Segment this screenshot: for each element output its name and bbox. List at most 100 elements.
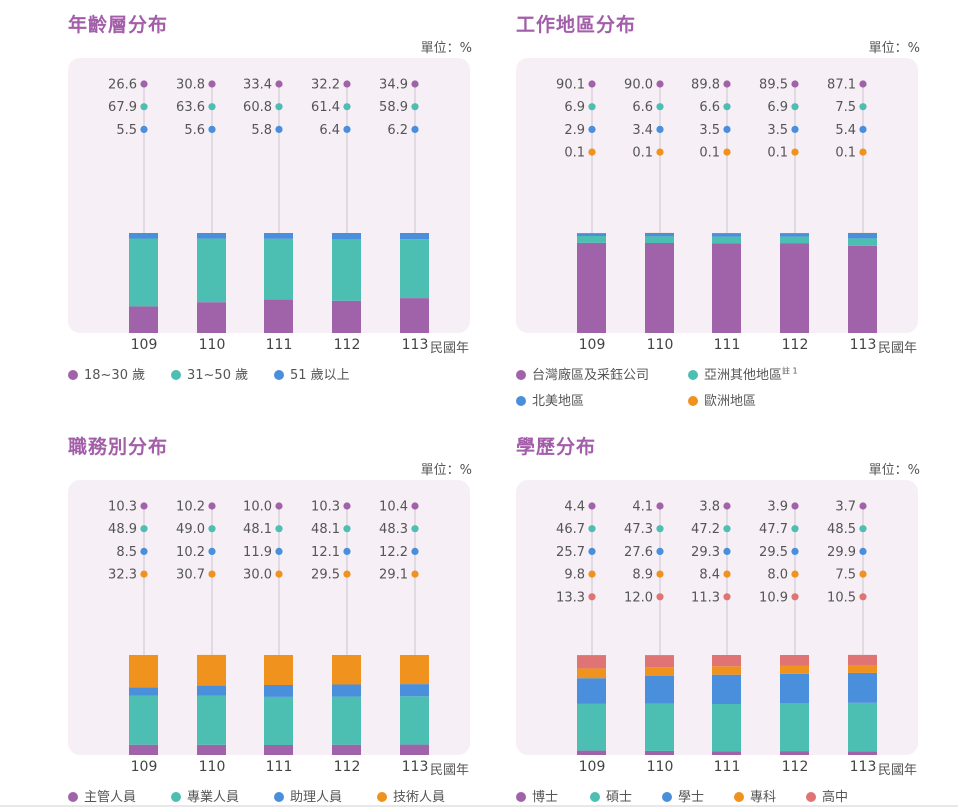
legend-item: 專科: [734, 786, 776, 805]
value-label: 10.5: [827, 590, 856, 605]
value-dot: [275, 125, 283, 133]
value-label: 0.1: [632, 146, 653, 161]
bar-segment: [848, 654, 877, 666]
value-dot: [791, 148, 799, 156]
value-dot: [656, 547, 664, 555]
x-tick-label: 109: [130, 759, 158, 775]
bar-segment: [129, 306, 158, 333]
x-tick-label: 109: [578, 337, 606, 353]
value-dot: [656, 125, 664, 133]
legend-footnote: 註 1: [782, 366, 798, 376]
legend-item: 31~50 歲: [171, 364, 248, 383]
region-chart: 90.1 6.9 2.9 0.1 90.0 6.6 3.4 0.1 89.8 6.6 3.5 0.1 8…: [556, 78, 877, 333]
value-dot: [588, 103, 596, 111]
value-label: 29.3: [691, 545, 720, 560]
legend-label: 51 歲以上: [290, 368, 350, 383]
value-label: 12.0: [624, 590, 653, 605]
legend-item: 北美地區: [516, 390, 584, 409]
legend-dot: [688, 396, 698, 406]
panel-title: 工作地區分布: [516, 14, 637, 36]
value-label: 3.8: [699, 500, 720, 515]
legend-item: 歐洲地區: [688, 390, 756, 409]
value-label: 7.5: [835, 100, 856, 115]
value-label: 48.9: [108, 522, 137, 537]
value-label: 12.1: [311, 545, 340, 560]
legend-label: 高中: [822, 790, 849, 805]
value-dot: [859, 547, 867, 555]
bar-segment: [332, 239, 361, 301]
legend-dot: [274, 370, 284, 380]
value-label: 10.3: [108, 500, 137, 515]
value-dot: [275, 502, 283, 510]
x-tick-label: 110: [198, 337, 226, 353]
value-label: 8.4: [699, 568, 720, 583]
value-label: 90.0: [624, 78, 653, 93]
age-distribution-panel: 年齡層分布 單位：% 26.6 67.9 5.5 30.8 63.6 5.6 33.4 60.…: [68, 10, 472, 390]
education-chart: 4.4 46.7 25.7 9.8 13.3 4.1 47.3 27.6 8.9 12.0 3.8 4…: [556, 500, 877, 755]
bar-segment: [780, 655, 809, 666]
legend-item: 博士: [516, 786, 558, 805]
bar-segment: [197, 685, 226, 696]
bar-segment: [780, 703, 809, 752]
value-dot: [140, 547, 148, 555]
value-dot: [588, 148, 596, 156]
value-label: 48.5: [827, 522, 856, 537]
value-label: 5.4: [835, 123, 856, 138]
x-axis-unit: 民國年: [878, 341, 918, 356]
legend-dot: [516, 370, 526, 380]
bar-segment: [645, 243, 674, 333]
value-label: 63.6: [176, 100, 205, 115]
value-label: 30.8: [176, 78, 205, 93]
job-distribution-panel: 職務別分布 單位：% 10.3 48.9 8.5 32.3 10.2 49.0 10.2 30…: [68, 432, 472, 805]
value-dot: [208, 570, 216, 578]
bar-segment: [264, 685, 293, 697]
legend-dot: [806, 792, 816, 802]
value-label: 46.7: [556, 522, 585, 537]
value-dot: [275, 525, 283, 533]
x-tick-label: 110: [646, 759, 674, 775]
bar-segment: [712, 243, 741, 333]
legend-item: 專業人員: [171, 786, 239, 805]
bar-segment: [577, 236, 606, 243]
value-dot: [791, 80, 799, 88]
value-label: 26.6: [108, 78, 137, 93]
value-label: 0.1: [699, 146, 720, 161]
value-label: 47.3: [624, 522, 653, 537]
bar-segment: [712, 674, 741, 704]
legend-label: 專業人員: [187, 790, 240, 805]
bar-segment: [848, 233, 877, 239]
bar-segment: [780, 751, 809, 755]
value-dot: [343, 570, 351, 578]
value-dot: [140, 525, 148, 533]
value-dot: [859, 525, 867, 533]
legend-label: 31~50 歲: [187, 368, 249, 383]
value-label: 32.2: [311, 78, 340, 93]
value-label: 6.2: [387, 123, 408, 138]
bar-segment: [780, 236, 809, 244]
x-tick-label: 113: [849, 759, 877, 775]
bar-segment: [129, 687, 158, 696]
bar-segment: [645, 750, 674, 755]
value-label: 0.1: [564, 146, 585, 161]
value-dot: [208, 80, 216, 88]
value-label: 12.2: [379, 545, 408, 560]
unit-label: 單位：%: [868, 463, 920, 478]
value-dot: [656, 103, 664, 111]
bar-segment: [332, 655, 361, 685]
value-dot: [791, 125, 799, 133]
value-dot: [859, 570, 867, 578]
value-dot: [656, 570, 664, 578]
value-label: 10.9: [759, 590, 788, 605]
value-dot: [588, 547, 596, 555]
legend-label: 專科: [750, 790, 777, 805]
x-tick-label: 111: [265, 337, 293, 353]
x-tick-label: 112: [781, 337, 809, 353]
legend-item: 技術人員: [377, 786, 445, 805]
bar-segment: [848, 665, 877, 673]
value-label: 47.2: [691, 522, 720, 537]
value-dot: [411, 80, 419, 88]
bar-segment: [577, 242, 606, 333]
value-label: 89.8: [691, 78, 720, 93]
legend-label: 學士: [678, 790, 705, 805]
x-tick-label: 112: [781, 759, 809, 775]
